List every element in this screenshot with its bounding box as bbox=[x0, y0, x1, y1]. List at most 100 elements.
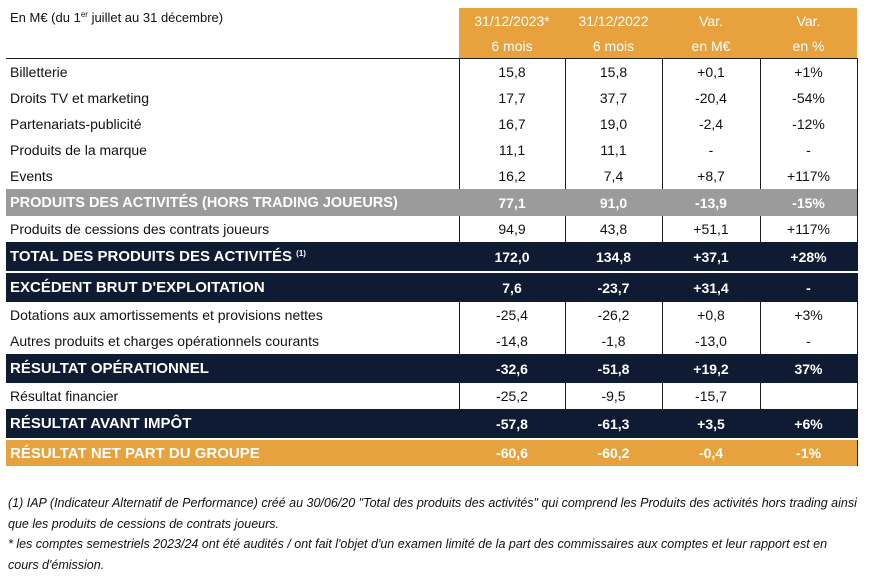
table-row: Droits TV et marketing 17,7 37,7 -20,4 -… bbox=[6, 85, 858, 111]
cell-value: 15,8 bbox=[458, 58, 565, 85]
cell-value: +28% bbox=[759, 242, 858, 271]
cell-value: -23,7 bbox=[564, 273, 662, 302]
table-row: Résultat financier -25,2 -9,5 -15,7 bbox=[6, 383, 858, 409]
row-label: RÉSULTAT NET PART DU GROUPE bbox=[6, 440, 459, 466]
cell-value: -9,5 bbox=[564, 383, 662, 409]
col-header-2023-date: 31/12/2023* bbox=[459, 8, 565, 33]
cell-value: -0,4 bbox=[661, 440, 760, 466]
cell-value: 11,1 bbox=[458, 137, 565, 163]
cell-value: 172,0 bbox=[458, 242, 565, 271]
cell-value bbox=[759, 383, 858, 409]
cell-value: -14,8 bbox=[458, 328, 565, 354]
net-result-row: RÉSULTAT NET PART DU GROUPE -60,6 -60,2 … bbox=[6, 440, 858, 466]
cell-value: -15,7 bbox=[661, 383, 760, 409]
row-label: Billetterie bbox=[6, 58, 459, 85]
table-row: Billetterie 15,8 15,8 +0,1 +1% bbox=[6, 58, 858, 85]
row-label: PRODUITS DES ACTIVITÉS (HORS TRADING JOU… bbox=[6, 189, 459, 216]
table-row: Autres produits et charges opérationnels… bbox=[6, 328, 858, 354]
cell-value: 94,9 bbox=[458, 216, 565, 242]
cell-value: -1% bbox=[759, 440, 858, 466]
cell-value: 7,4 bbox=[564, 163, 662, 189]
cell-value: +1% bbox=[759, 58, 858, 85]
cell-value: 7,6 bbox=[458, 273, 565, 302]
subtotal-row: PRODUITS DES ACTIVITÉS (HORS TRADING JOU… bbox=[6, 189, 858, 216]
cell-value: -26,2 bbox=[564, 302, 662, 328]
cell-value: -57,8 bbox=[458, 409, 565, 438]
cell-value: +0,8 bbox=[661, 302, 760, 328]
cell-value: +117% bbox=[759, 163, 858, 189]
cell-value: 37,7 bbox=[564, 85, 662, 111]
cell-value: - bbox=[759, 273, 858, 302]
table-row: Events 16,2 7,4 +8,7 +117% bbox=[6, 163, 858, 189]
cell-value: 11,1 bbox=[564, 137, 662, 163]
table-row: Partenariats-publicité 16,7 19,0 -2,4 -1… bbox=[6, 111, 858, 137]
cell-value: -12% bbox=[759, 111, 858, 137]
cell-value: +37,1 bbox=[661, 242, 760, 271]
cell-value: - bbox=[759, 328, 858, 354]
col-subheader-2023: 6 mois bbox=[459, 33, 565, 59]
row-label: Produits de cessions des contrats joueur… bbox=[10, 221, 270, 237]
cell-value: -51,8 bbox=[564, 354, 662, 383]
col-subheader-var-pct: en % bbox=[760, 33, 857, 59]
row-label: Dotations aux amortissements et provisio… bbox=[10, 307, 323, 323]
cell-value: -61,3 bbox=[564, 409, 662, 438]
row-label: Partenariats-publicité bbox=[10, 116, 142, 132]
col-header-var-meur: Var. bbox=[662, 8, 760, 33]
row-label: Droits TV et marketing bbox=[10, 90, 150, 106]
units-label: En M€ (du 1er juillet au 31 décembre) bbox=[10, 10, 224, 25]
cell-value: -13,9 bbox=[661, 189, 760, 216]
col-header-2022-date: 31/12/2022 bbox=[565, 8, 662, 33]
cell-value: +117% bbox=[759, 216, 858, 242]
cell-value: -25,2 bbox=[458, 383, 565, 409]
cell-value: -60,2 bbox=[564, 440, 662, 466]
col-header-var-pct: Var. bbox=[760, 8, 857, 33]
table-row: Produits de la marque 11,1 11,1 - - bbox=[6, 137, 858, 163]
row-label: Autres produits et charges opérationnels… bbox=[10, 333, 319, 349]
row-label: Events bbox=[10, 168, 53, 184]
cell-value: -60,6 bbox=[458, 440, 565, 466]
row-label: RÉSULTAT OPÉRATIONNEL bbox=[6, 354, 459, 383]
cell-value: -13,0 bbox=[661, 328, 760, 354]
cell-value: +31,4 bbox=[661, 273, 760, 302]
cell-value: +3% bbox=[759, 302, 858, 328]
cell-value: 77,1 bbox=[458, 189, 565, 216]
cell-value: -1,8 bbox=[564, 328, 662, 354]
row-label: Résultat financier bbox=[10, 388, 119, 404]
row-label: EXCÉDENT BRUT D'EXPLOITATION bbox=[6, 273, 459, 302]
cell-value: 37% bbox=[759, 354, 858, 383]
financial-table: En M€ (du 1er juillet au 31 décembre) 31… bbox=[6, 8, 858, 466]
total-row: EXCÉDENT BRUT D'EXPLOITATION 7,6 -23,7 +… bbox=[6, 273, 858, 302]
row-label: RÉSULTAT AVANT IMPÔT bbox=[6, 409, 459, 438]
cell-value: 43,8 bbox=[564, 216, 662, 242]
row-label: TOTAL DES PRODUITS DES ACTIVITÉS (1) bbox=[6, 242, 459, 271]
footnote-iap: (1) IAP (Indicateur Alternatif de Perfor… bbox=[8, 496, 857, 531]
col-subheader-2022: 6 mois bbox=[565, 33, 662, 59]
cell-value: -2,4 bbox=[661, 111, 760, 137]
cell-value: +51,1 bbox=[661, 216, 760, 242]
cell-value: -25,4 bbox=[458, 302, 565, 328]
footnote-audit: * les comptes semestriels 2023/24 ont ét… bbox=[8, 537, 828, 572]
total-row: TOTAL DES PRODUITS DES ACTIVITÉS (1) 172… bbox=[6, 242, 858, 271]
cell-value: - bbox=[661, 137, 760, 163]
col-subheader-var-meur: en M€ bbox=[662, 33, 760, 59]
cell-value: - bbox=[759, 137, 858, 163]
cell-value: +6% bbox=[759, 409, 858, 438]
cell-value: 134,8 bbox=[564, 242, 662, 271]
cell-value: +3,5 bbox=[661, 409, 760, 438]
cell-value: 15,8 bbox=[564, 58, 662, 85]
cell-value: 19,0 bbox=[564, 111, 662, 137]
cell-value: 16,7 bbox=[458, 111, 565, 137]
footnotes: (1) IAP (Indicateur Alternatif de Perfor… bbox=[8, 493, 860, 575]
cell-value: -20,4 bbox=[661, 85, 760, 111]
cell-value: -15% bbox=[759, 189, 858, 216]
table-row: Produits de cessions des contrats joueur… bbox=[6, 216, 858, 242]
cell-value: +0,1 bbox=[661, 58, 760, 85]
row-label: Produits de la marque bbox=[10, 142, 147, 158]
total-row: RÉSULTAT AVANT IMPÔT -57,8 -61,3 +3,5 +6… bbox=[6, 409, 858, 438]
cell-value: 16,2 bbox=[458, 163, 565, 189]
cell-value: 91,0 bbox=[564, 189, 662, 216]
total-row: RÉSULTAT OPÉRATIONNEL -32,6 -51,8 +19,2 … bbox=[6, 354, 858, 383]
cell-value: -32,6 bbox=[458, 354, 565, 383]
table-row: Dotations aux amortissements et provisio… bbox=[6, 302, 858, 328]
cell-value: +19,2 bbox=[661, 354, 760, 383]
